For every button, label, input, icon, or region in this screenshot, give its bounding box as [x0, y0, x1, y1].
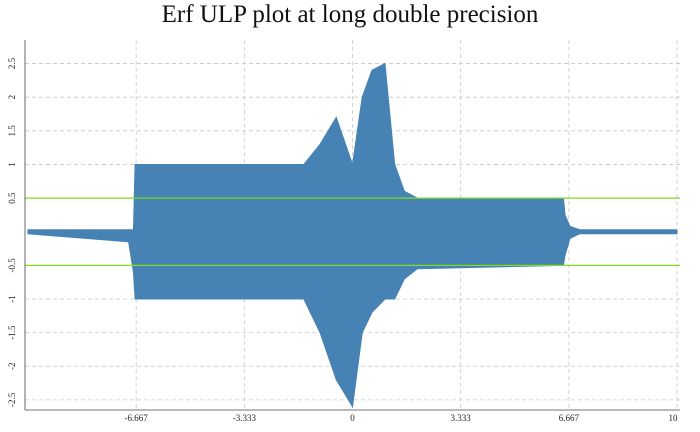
y-tick-label: -2.5: [7, 392, 17, 407]
x-tick-label: -6.667: [125, 413, 149, 423]
y-tick-label: -1.5: [7, 325, 17, 340]
lower-envelope: [27, 231, 678, 409]
y-tick-label: -1: [7, 295, 17, 303]
y-tick-label: 1.5: [7, 125, 17, 137]
plot-area: [25, 62, 680, 409]
y-tick-label: 2: [7, 95, 17, 100]
y-tick-label: -2: [7, 363, 17, 371]
y-tick-label: 0.5: [7, 192, 17, 204]
y-tick-label: 2.5: [7, 57, 17, 69]
x-tick-label: 6.667: [559, 413, 580, 423]
x-tick-label: -3.333: [233, 413, 257, 423]
x-tick-label: 0: [350, 413, 355, 423]
x-tick-label: 10: [669, 413, 679, 423]
chart-title: Erf ULP plot at long double precision: [162, 1, 539, 28]
y-tick-label: -0.5: [7, 258, 17, 273]
x-tick-label: 3.333: [451, 413, 472, 423]
upper-envelope: [27, 62, 678, 233]
y-tick-label: 1: [7, 162, 17, 167]
